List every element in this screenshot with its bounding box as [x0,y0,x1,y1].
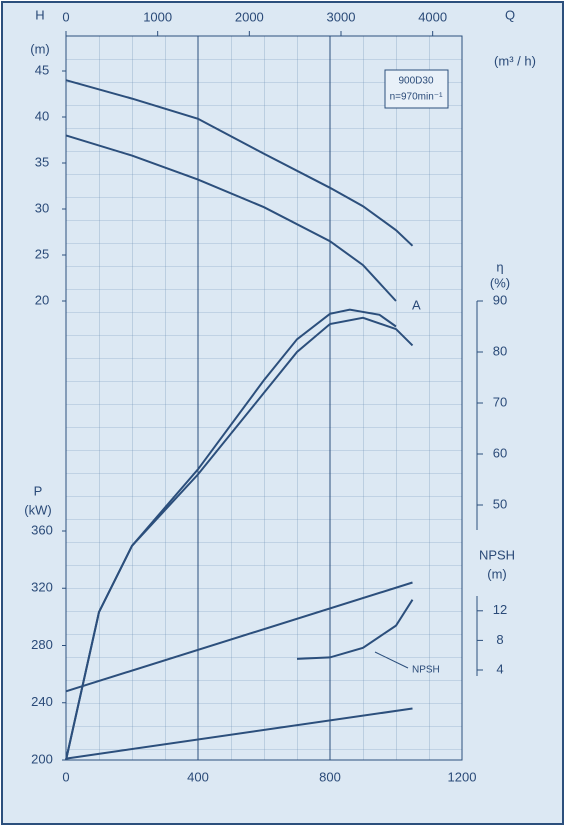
curve [65,581,413,693]
axis-title: NPSH [479,547,515,562]
y-tick-label: 50 [493,496,507,511]
y-tick-label: 360 [31,522,53,537]
y-tick-label: 200 [31,751,53,766]
axis-title: H [35,7,44,22]
annotation: A [412,297,421,312]
axis-title: Q [505,7,515,22]
x-tick-label: 800 [319,769,341,784]
x-tick-label: 0 [62,769,69,784]
y-tick-label: 25 [35,246,49,261]
axis-unit: (m³ / h) [494,53,536,68]
y-tick-label: 320 [31,580,53,595]
x-tick-label: 1200 [448,769,477,784]
speed: n=970min⁻¹ [390,92,443,103]
y-tick-label: 60 [493,445,507,460]
axis-unit: (m) [30,41,50,56]
y-tick-label: 80 [493,343,507,358]
plot-area [65,35,463,761]
x2-tick-label: 4000 [418,9,447,24]
x2-tick-label: 1000 [143,9,172,24]
y-tick-label: 90 [493,292,507,307]
y-tick-label: 35 [35,154,49,169]
y-tick-label: 40 [35,108,49,123]
curve [65,707,413,760]
axis-title: P [34,483,43,498]
x2-tick-label: 2000 [235,9,264,24]
axis-unit: (m) [487,566,507,581]
y-tick-label: 8 [496,632,503,647]
y-tick-label: 4 [496,661,503,676]
x-tick-label: 400 [187,769,209,784]
y-tick-label: 20 [35,292,49,307]
y-tick-label: 70 [493,394,507,409]
curve [65,134,397,302]
axis-title: η [496,259,503,274]
y-tick-label: 12 [493,602,507,617]
curve [65,79,414,247]
annotation: NPSH [412,665,440,676]
axis-unit: (kW) [24,502,51,517]
model: 900D30 [398,76,433,87]
y-tick-label: 30 [35,200,49,215]
curve [296,599,414,660]
y-tick-label: 45 [35,62,49,77]
x2-tick-label: 3000 [327,9,356,24]
y-tick-label: 280 [31,637,53,652]
leader [374,651,409,669]
y-tick-label: 240 [31,694,53,709]
axis-unit: (%) [490,275,510,290]
x2-tick-label: 0 [62,9,69,24]
curve [65,316,414,761]
legend-box [384,69,449,109]
